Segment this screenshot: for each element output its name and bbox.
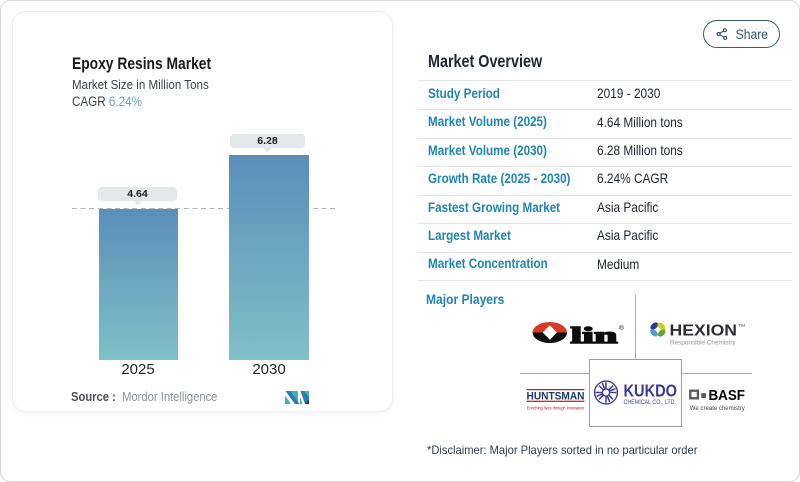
svg-text:CHEMICAL CO., LTD.: CHEMICAL CO., LTD. [624, 399, 677, 406]
svg-text:KUKDO: KUKDO [624, 381, 678, 401]
svg-text:Enriching lives through innova: Enriching lives through innovation [526, 406, 584, 411]
svg-text:HUNTSMAN: HUNTSMAN [526, 391, 584, 403]
svg-text:BASF: BASF [709, 388, 746, 404]
svg-text:lin: lin [571, 323, 618, 347]
svg-text:HEXION: HEXION [670, 323, 738, 340]
svg-text:®: ® [619, 324, 624, 332]
svg-text:TM: TM [739, 323, 746, 328]
svg-text:We create chemistry: We create chemistry [690, 406, 745, 412]
svg-text:Responsible Chemistry: Responsible Chemistry [670, 339, 736, 346]
